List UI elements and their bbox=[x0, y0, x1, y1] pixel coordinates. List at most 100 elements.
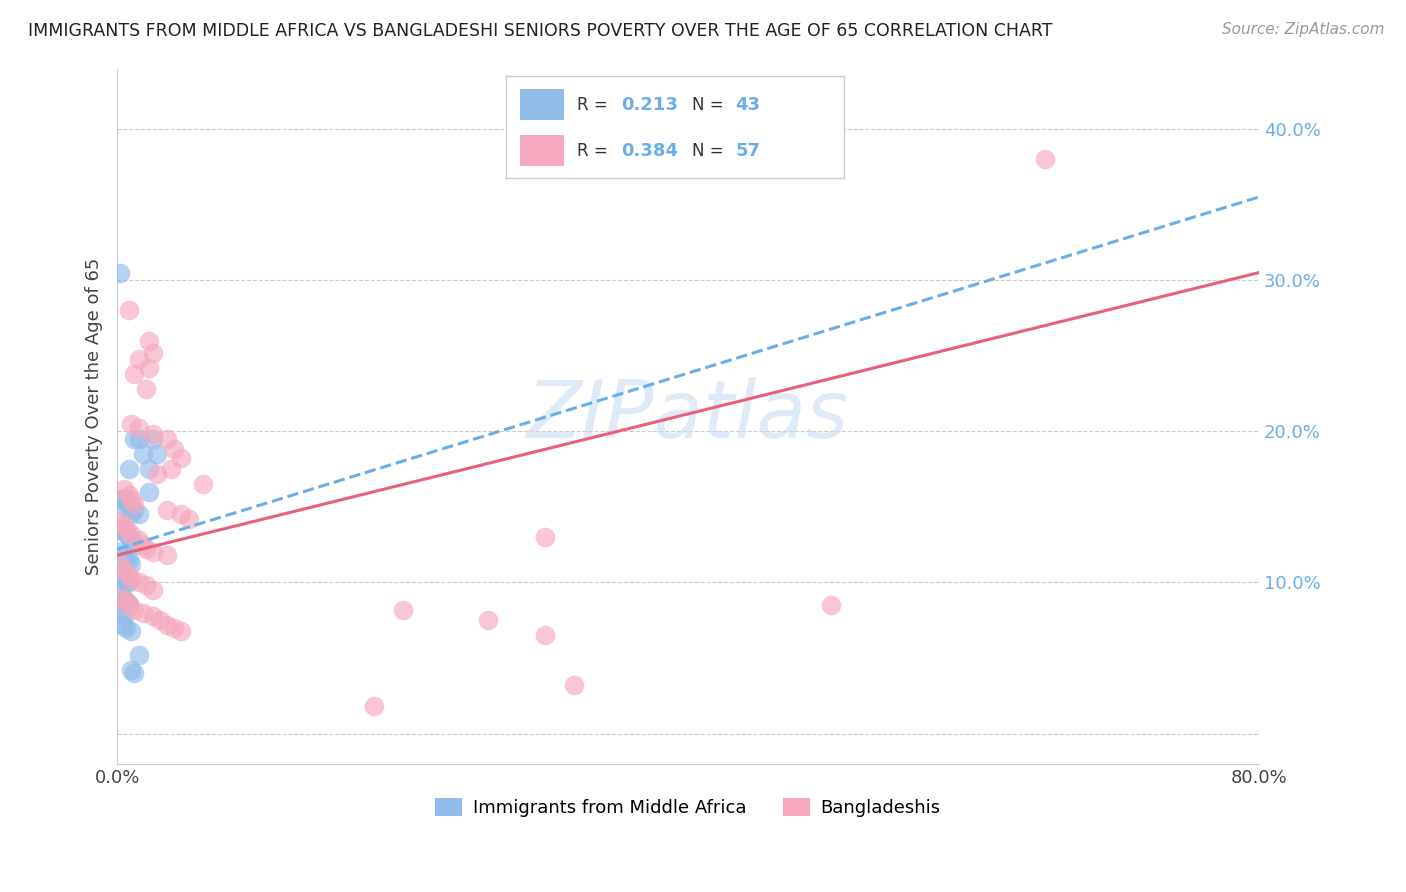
Point bbox=[156, 432, 179, 446]
Point bbox=[124, 602, 146, 616]
Point bbox=[114, 593, 136, 607]
Point bbox=[156, 617, 179, 632]
Point bbox=[117, 500, 139, 514]
Point bbox=[124, 503, 146, 517]
Point bbox=[132, 447, 155, 461]
Point bbox=[121, 527, 143, 541]
Point bbox=[117, 488, 139, 502]
Point bbox=[128, 432, 150, 446]
Point bbox=[534, 628, 557, 642]
Point bbox=[108, 492, 131, 507]
Text: 57: 57 bbox=[735, 142, 761, 160]
Point bbox=[111, 573, 134, 587]
Point bbox=[114, 593, 136, 607]
Point bbox=[142, 432, 165, 446]
Point bbox=[820, 598, 842, 612]
Point bbox=[138, 334, 160, 348]
Point bbox=[121, 573, 143, 587]
Point bbox=[132, 606, 155, 620]
Point bbox=[124, 432, 146, 446]
Point bbox=[142, 345, 165, 359]
Text: 43: 43 bbox=[735, 95, 761, 113]
Point bbox=[132, 538, 155, 552]
Point bbox=[108, 515, 131, 529]
Point bbox=[142, 427, 165, 442]
Point bbox=[108, 266, 131, 280]
Point bbox=[128, 648, 150, 662]
Point bbox=[156, 503, 179, 517]
Point bbox=[135, 578, 157, 592]
Text: R =: R = bbox=[576, 142, 613, 160]
Point bbox=[121, 558, 143, 572]
Point bbox=[142, 545, 165, 559]
Point bbox=[170, 451, 193, 466]
Point bbox=[562, 678, 585, 692]
Point bbox=[110, 606, 132, 620]
Text: IMMIGRANTS FROM MIDDLE AFRICA VS BANGLADESHI SENIORS POVERTY OVER THE AGE OF 65 : IMMIGRANTS FROM MIDDLE AFRICA VS BANGLAD… bbox=[28, 22, 1053, 40]
Point bbox=[142, 582, 165, 597]
Text: N =: N = bbox=[692, 95, 728, 113]
Point bbox=[124, 367, 146, 381]
Point bbox=[108, 545, 131, 559]
Point bbox=[128, 575, 150, 590]
Point bbox=[117, 575, 139, 590]
Point bbox=[112, 492, 135, 507]
Point bbox=[124, 666, 146, 681]
Text: ZIPatlas: ZIPatlas bbox=[527, 377, 849, 455]
Point bbox=[1033, 152, 1056, 166]
Point bbox=[117, 598, 139, 612]
Point bbox=[138, 462, 160, 476]
Point bbox=[135, 542, 157, 557]
Point bbox=[121, 663, 143, 677]
Text: 0.384: 0.384 bbox=[621, 142, 678, 160]
Point bbox=[117, 462, 139, 476]
Point bbox=[124, 538, 146, 552]
Text: N =: N = bbox=[692, 142, 728, 160]
Point bbox=[138, 360, 160, 375]
Text: Source: ZipAtlas.com: Source: ZipAtlas.com bbox=[1222, 22, 1385, 37]
Point bbox=[112, 563, 135, 577]
Point bbox=[114, 527, 136, 541]
Point bbox=[156, 548, 179, 562]
Point bbox=[163, 442, 186, 457]
Point bbox=[108, 558, 131, 572]
Point bbox=[363, 699, 385, 714]
Point bbox=[121, 417, 143, 431]
Point bbox=[128, 421, 150, 435]
Point bbox=[108, 523, 131, 537]
Point bbox=[108, 588, 131, 602]
Point bbox=[477, 613, 499, 627]
Point bbox=[121, 492, 143, 507]
Point bbox=[160, 462, 183, 476]
Point bbox=[128, 508, 150, 522]
Point bbox=[108, 567, 131, 582]
Point bbox=[191, 477, 214, 491]
Text: R =: R = bbox=[576, 95, 613, 113]
FancyBboxPatch shape bbox=[520, 136, 564, 166]
Point bbox=[110, 591, 132, 605]
Point bbox=[114, 575, 136, 590]
Point bbox=[117, 530, 139, 544]
Point bbox=[121, 533, 143, 548]
Point bbox=[112, 482, 135, 496]
Point bbox=[114, 553, 136, 567]
Point bbox=[177, 512, 200, 526]
Point bbox=[115, 523, 138, 537]
Point bbox=[111, 548, 134, 562]
Point bbox=[142, 608, 165, 623]
Point bbox=[146, 447, 169, 461]
Point bbox=[391, 602, 413, 616]
Point bbox=[121, 508, 143, 522]
Point bbox=[111, 591, 134, 605]
Point bbox=[112, 518, 135, 533]
Point bbox=[163, 621, 186, 635]
Point bbox=[121, 624, 143, 638]
Point bbox=[124, 497, 146, 511]
Point bbox=[117, 553, 139, 567]
Y-axis label: Seniors Poverty Over the Age of 65: Seniors Poverty Over the Age of 65 bbox=[86, 258, 103, 574]
Point bbox=[146, 467, 169, 481]
Point bbox=[534, 530, 557, 544]
Point bbox=[135, 382, 157, 396]
Legend: Immigrants from Middle Africa, Bangladeshis: Immigrants from Middle Africa, Banglades… bbox=[427, 790, 948, 824]
Point bbox=[112, 608, 135, 623]
